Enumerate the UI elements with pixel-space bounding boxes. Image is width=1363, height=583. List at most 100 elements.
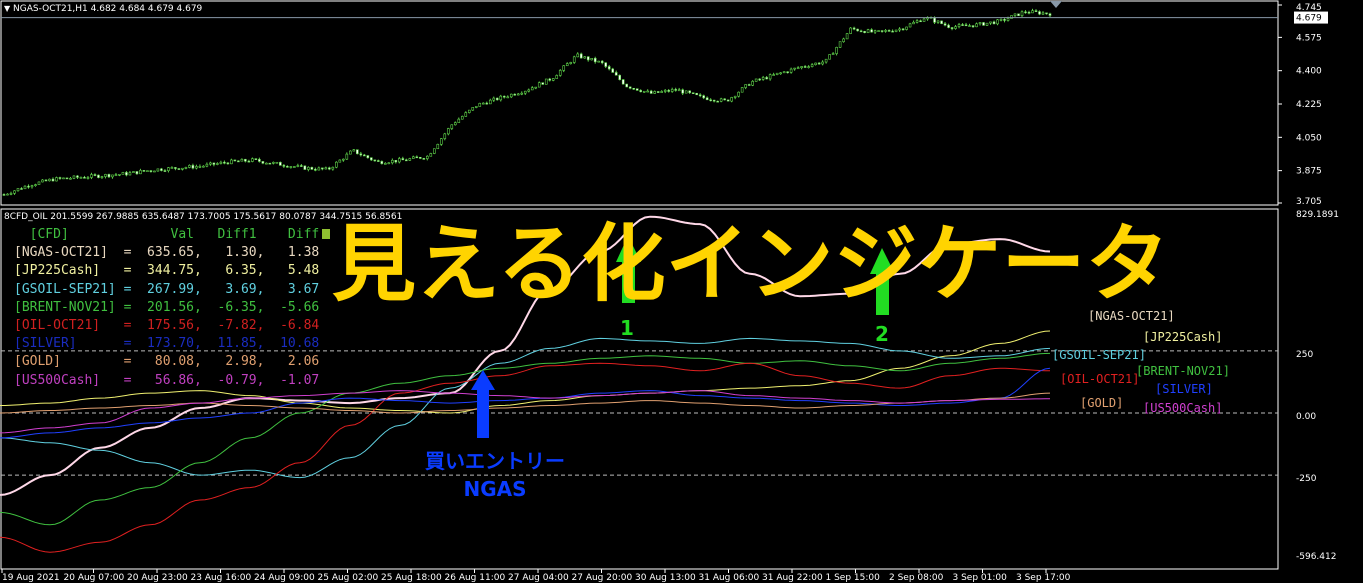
candle	[303, 165, 307, 170]
candle	[1003, 19, 1006, 21]
candle	[352, 149, 356, 152]
triangle-down-icon[interactable]: ▼	[4, 4, 11, 13]
candle	[97, 174, 100, 178]
candle	[898, 28, 901, 31]
shift-marker-icon[interactable]	[1050, 1, 1062, 8]
candle	[275, 161, 279, 164]
candle	[814, 62, 817, 65]
candle	[181, 167, 184, 170]
candle	[184, 167, 188, 169]
candle	[23, 185, 27, 190]
candle	[954, 26, 957, 29]
candle	[58, 177, 62, 179]
candle	[1010, 15, 1013, 19]
candle	[198, 165, 202, 168]
candle	[845, 33, 849, 40]
candle	[523, 90, 527, 94]
price-tick-label: 4.745	[1296, 3, 1322, 13]
candle	[709, 99, 712, 102]
candle	[48, 178, 51, 182]
candle	[856, 28, 859, 32]
table-row: [JP225Cash] = 344.75, 6.35, 5.48	[14, 263, 320, 279]
candle	[439, 138, 443, 145]
candle	[230, 159, 233, 165]
candle	[41, 179, 44, 183]
candle	[289, 166, 293, 168]
candle	[321, 167, 324, 170]
candle	[765, 77, 768, 80]
candle	[824, 58, 828, 63]
candle	[842, 38, 845, 42]
candle	[887, 30, 891, 32]
candle	[240, 158, 244, 162]
candle	[821, 61, 824, 65]
candle	[520, 92, 524, 95]
candle	[670, 89, 674, 92]
series-line-gold	[0, 392, 1051, 414]
series-line-jp225cash	[0, 330, 1051, 414]
candle	[1027, 11, 1031, 14]
candle	[674, 89, 677, 91]
marker-2-label: 2	[875, 322, 889, 346]
candle	[800, 66, 803, 69]
candle	[251, 158, 254, 162]
candle	[786, 71, 789, 74]
candle	[415, 156, 419, 159]
candle	[104, 174, 107, 177]
candle	[628, 86, 632, 89]
candle	[635, 88, 639, 91]
candle	[331, 166, 335, 170]
candle	[153, 170, 156, 173]
candles	[1, 8, 1278, 196]
candle	[324, 167, 328, 170]
candle	[83, 177, 86, 179]
candle	[810, 64, 814, 67]
candle	[516, 93, 520, 96]
time-tick-label: 19 Aug 2021	[2, 573, 60, 583]
table-row: [GSOIL-SEP21] = 267.99, 3.69, 3.67	[14, 281, 320, 297]
candle	[86, 177, 90, 179]
candle	[971, 25, 975, 28]
candle	[688, 90, 691, 93]
candle	[174, 167, 177, 169]
candle	[342, 158, 345, 161]
candle	[642, 90, 646, 93]
price-tick-label: 4.225	[1296, 100, 1322, 110]
candle	[370, 157, 373, 161]
label-gsoil: [GSOIL-SEP21]	[1052, 348, 1146, 362]
candle	[191, 165, 195, 169]
candle	[226, 162, 230, 165]
series-line-brent-nov21	[0, 352, 1051, 526]
candle	[425, 155, 429, 159]
candle	[870, 29, 873, 33]
candle	[401, 158, 405, 161]
candle	[992, 21, 996, 25]
candle	[957, 24, 961, 27]
time-tick-label: 25 Aug 02:00	[318, 573, 379, 583]
candle	[118, 174, 121, 176]
candle	[265, 162, 268, 165]
label-gold: [GOLD]	[1080, 396, 1124, 410]
candle	[968, 25, 971, 27]
candle	[132, 171, 135, 173]
candle	[471, 107, 475, 111]
candle	[894, 29, 898, 32]
candle	[782, 71, 786, 74]
candle	[793, 67, 796, 70]
candle	[380, 161, 384, 164]
candle	[698, 94, 702, 97]
indicator-lines	[0, 215, 1051, 553]
candle	[660, 91, 663, 93]
candle	[195, 166, 198, 169]
candle	[16, 188, 20, 192]
candle	[807, 66, 810, 68]
candle	[93, 174, 97, 176]
candle	[412, 156, 415, 159]
candle	[457, 118, 461, 123]
candle	[593, 57, 597, 63]
candle	[377, 160, 380, 162]
series-line-gsoil-sep21	[0, 337, 1051, 479]
candle	[506, 96, 510, 99]
candle	[859, 30, 863, 33]
